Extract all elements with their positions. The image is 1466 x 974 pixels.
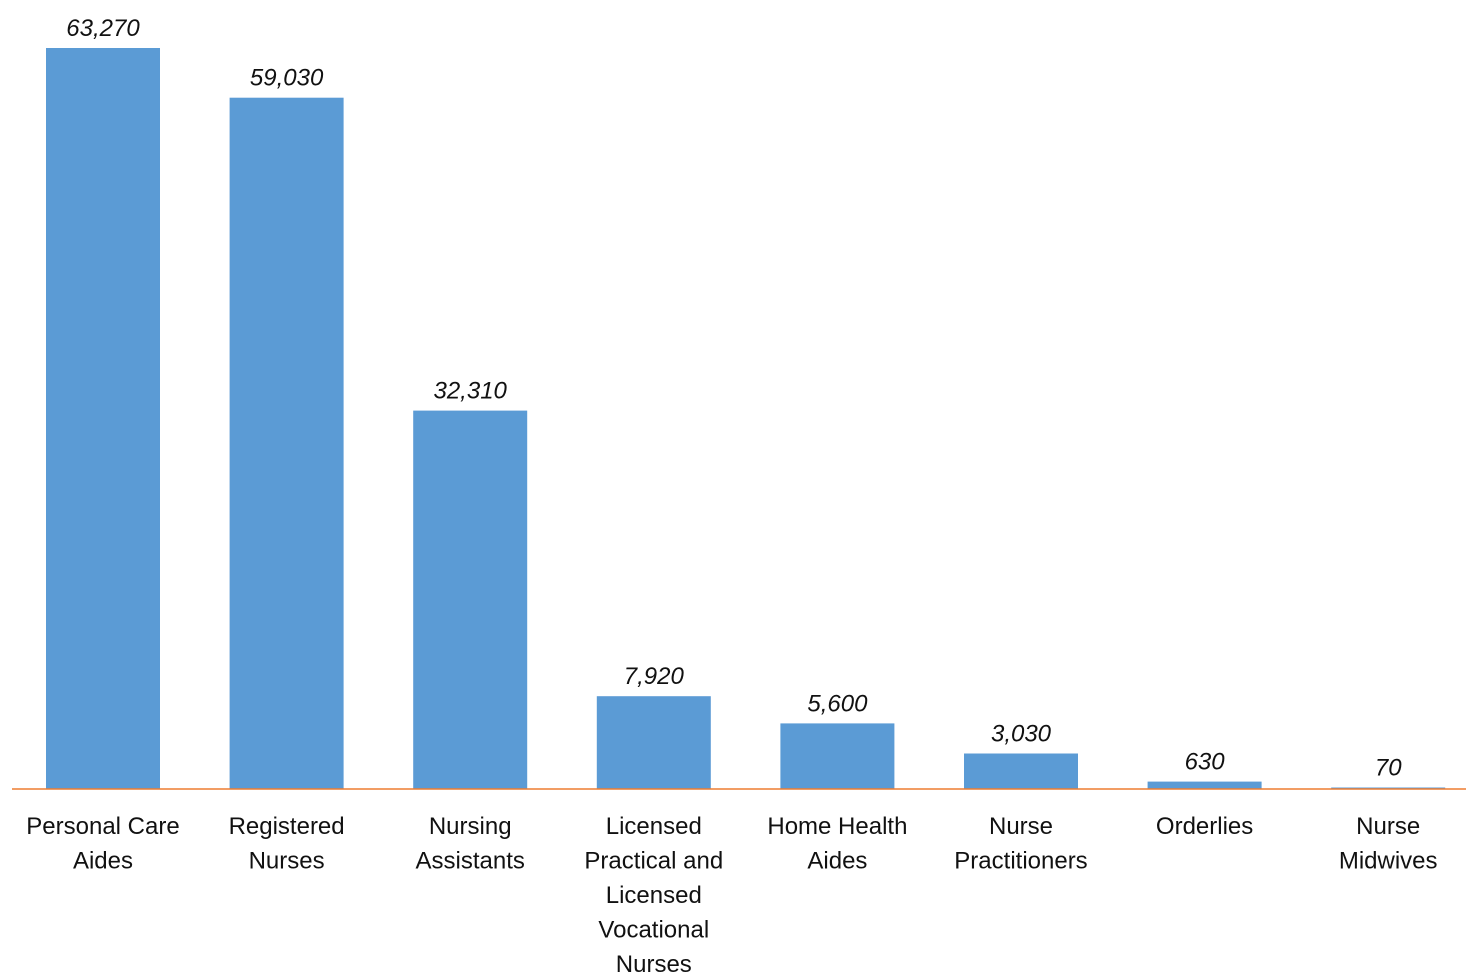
bar-data-label: 32,310	[433, 378, 507, 405]
x-tick-label-line: Vocational	[598, 917, 709, 944]
bar	[413, 410, 528, 789]
x-tick-label: Nursing Assistants	[416, 813, 525, 875]
x-tick-label-line: Home Health	[767, 813, 907, 840]
x-tick-label-line: Nurses	[249, 848, 325, 875]
bar-data-label: 3,030	[991, 721, 1052, 748]
x-tick-label: Registered Nurses	[229, 813, 345, 875]
x-tick-label-line: Midwives	[1339, 848, 1438, 875]
x-tick-label-line: Registered	[229, 813, 345, 840]
bar-data-label: 5,600	[807, 690, 868, 717]
x-tick-labels-group: Personal Care Aides Registered Nurses Nursin…	[26, 813, 1437, 974]
x-tick-label: Personal Care Aides	[26, 813, 179, 875]
bar	[46, 48, 160, 789]
x-tick-label-line: Licensed	[606, 882, 702, 909]
bar-data-label: 7,920	[624, 663, 685, 690]
x-tick-label: Home Health Aides	[767, 813, 907, 875]
x-tick-label-line: Aides	[807, 848, 867, 875]
bar-data-label: 630	[1185, 749, 1226, 776]
bar-data-label: 59,030	[250, 65, 324, 92]
bar-data-label: 70	[1375, 755, 1402, 782]
x-tick-label: Orderlies	[1156, 813, 1253, 840]
bar	[1147, 781, 1262, 789]
x-tick-label-line: Nurses	[616, 951, 692, 974]
x-tick-label-line: Practical and	[584, 848, 723, 875]
bar	[596, 696, 711, 789]
x-tick-label-line: Nurse	[989, 813, 1053, 840]
x-tick-label-line: Personal Care	[26, 813, 179, 840]
x-tick-label: Nurse Midwives	[1339, 813, 1438, 875]
bar-data-label: 63,270	[66, 15, 140, 42]
x-tick-label-line: Nurse	[1356, 813, 1420, 840]
bar	[780, 723, 895, 789]
x-tick-label: Nurse Practitioners	[954, 813, 1087, 875]
bars-group	[46, 48, 1446, 789]
x-tick-label-line: Licensed	[606, 813, 702, 840]
x-tick-label-line: Orderlies	[1156, 813, 1253, 840]
bar	[229, 97, 344, 789]
x-tick-label-line: Aides	[73, 848, 133, 875]
x-tick-label-line: Assistants	[416, 848, 525, 875]
x-tick-label-line: Nursing	[429, 813, 512, 840]
data-labels-group: 63,270 59,030 32,310 7,920 5,600 3,030 630 70	[66, 15, 1402, 782]
x-tick-label-line: Practitioners	[954, 848, 1087, 875]
bar	[964, 753, 1078, 789]
x-tick-label: Licensed Practical and Licensed Vocational N…	[584, 813, 723, 974]
